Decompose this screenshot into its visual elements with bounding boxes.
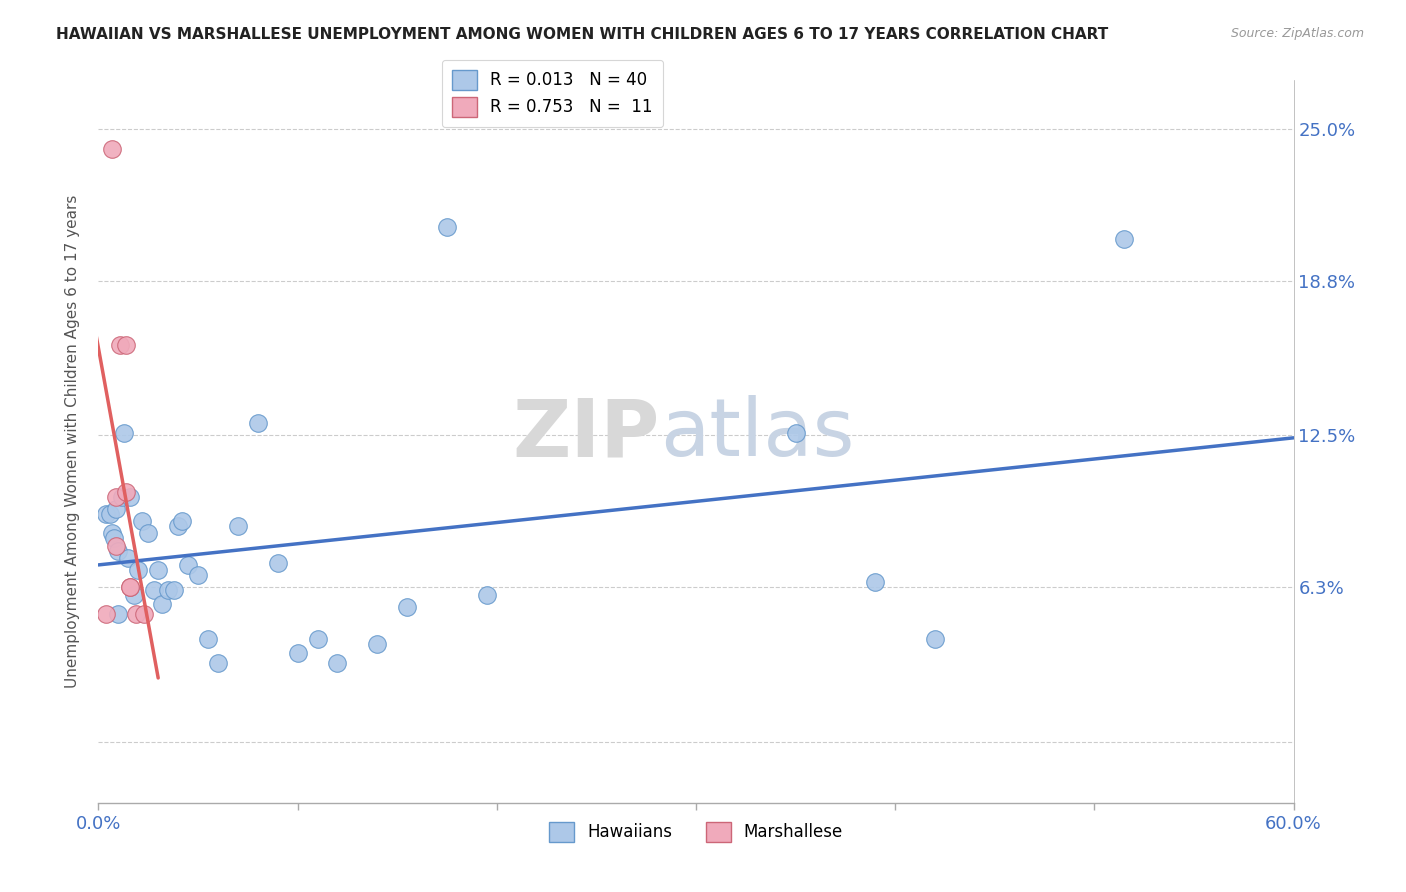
- Point: [117, 550, 139, 565]
- Point: [177, 558, 200, 573]
- Point: [326, 656, 349, 670]
- Point: [96, 607, 118, 622]
- Point: [127, 563, 149, 577]
- Legend: Hawaiians, Marshallese: Hawaiians, Marshallese: [543, 815, 849, 848]
- Y-axis label: Unemployment Among Women with Children Ages 6 to 17 years: Unemployment Among Women with Children A…: [65, 194, 80, 689]
- Point: [110, 338, 132, 352]
- Point: [150, 598, 173, 612]
- Point: [112, 425, 135, 440]
- Point: [167, 519, 190, 533]
- Point: [107, 607, 129, 622]
- Point: [115, 484, 138, 499]
- Point: [226, 519, 249, 533]
- Point: [197, 632, 219, 646]
- Point: [125, 607, 148, 622]
- Point: [101, 526, 124, 541]
- Point: [120, 580, 142, 594]
- Point: [865, 575, 887, 590]
- Point: [287, 647, 309, 661]
- Point: [120, 580, 142, 594]
- Text: Source: ZipAtlas.com: Source: ZipAtlas.com: [1230, 27, 1364, 40]
- Point: [101, 142, 124, 156]
- Point: [115, 338, 138, 352]
- Point: [143, 582, 166, 597]
- Point: [96, 507, 118, 521]
- Point: [105, 490, 128, 504]
- Point: [475, 588, 498, 602]
- Point: [267, 556, 290, 570]
- Point: [366, 637, 388, 651]
- Point: [136, 526, 159, 541]
- Point: [1114, 232, 1136, 246]
- Point: [246, 416, 269, 430]
- Point: [163, 582, 186, 597]
- Point: [103, 531, 125, 545]
- Text: HAWAIIAN VS MARSHALLESE UNEMPLOYMENT AMONG WOMEN WITH CHILDREN AGES 6 TO 17 YEAR: HAWAIIAN VS MARSHALLESE UNEMPLOYMENT AMO…: [56, 27, 1108, 42]
- Point: [111, 490, 134, 504]
- Text: ZIP: ZIP: [513, 395, 661, 474]
- Text: atlas: atlas: [661, 395, 855, 474]
- Point: [120, 490, 142, 504]
- Point: [98, 507, 122, 521]
- Point: [134, 607, 156, 622]
- Point: [107, 543, 129, 558]
- Point: [105, 502, 128, 516]
- Point: [157, 582, 180, 597]
- Point: [207, 656, 229, 670]
- Point: [436, 220, 458, 235]
- Point: [785, 425, 807, 440]
- Point: [124, 588, 146, 602]
- Point: [105, 539, 128, 553]
- Point: [172, 514, 194, 528]
- Point: [131, 514, 153, 528]
- Point: [148, 563, 170, 577]
- Point: [307, 632, 329, 646]
- Point: [187, 568, 209, 582]
- Point: [924, 632, 946, 646]
- Point: [396, 599, 419, 614]
